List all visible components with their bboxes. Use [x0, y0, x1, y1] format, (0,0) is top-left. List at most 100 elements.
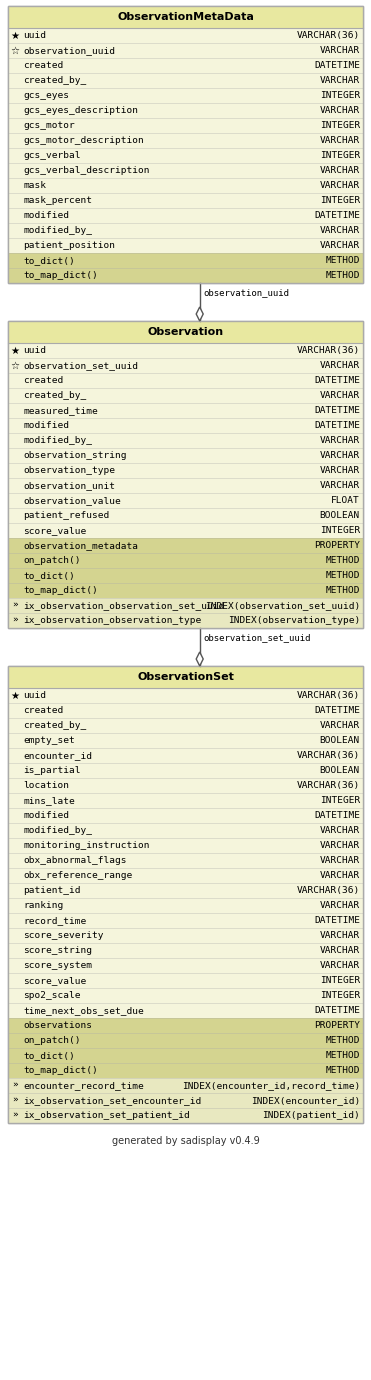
Text: DATETIME: DATETIME [314, 916, 360, 925]
Bar [8, 433, 363, 448]
Text: Observation: Observation [147, 327, 224, 337]
Text: »: » [12, 602, 18, 610]
Bar [8, 58, 363, 73]
Text: obx_reference_range: obx_reference_range [23, 871, 132, 880]
Bar [8, 868, 363, 883]
Text: ranking: ranking [23, 901, 63, 909]
Bar [8, 464, 363, 477]
Text: obx_abnormal_flags: obx_abnormal_flags [23, 856, 127, 865]
Text: INDEX(patient_id): INDEX(patient_id) [262, 1111, 360, 1121]
Text: VARCHAR: VARCHAR [320, 720, 360, 730]
Text: DATETIME: DATETIME [314, 406, 360, 415]
Text: BOOLEAN: BOOLEAN [320, 736, 360, 745]
Bar [8, 582, 363, 598]
Bar [8, 1003, 363, 1018]
Text: DATETIME: DATETIME [314, 811, 360, 820]
Bar [8, 613, 363, 628]
Text: VARCHAR: VARCHAR [320, 436, 360, 444]
Text: VARCHAR: VARCHAR [320, 362, 360, 370]
Bar [8, 667, 363, 1123]
Text: to_dict(): to_dict() [23, 571, 75, 580]
Bar [8, 268, 363, 283]
Text: modified_by_: modified_by_ [23, 436, 92, 444]
Bar [8, 178, 363, 193]
Text: to_map_dict(): to_map_dict() [23, 586, 98, 595]
Text: BOOLEAN: BOOLEAN [320, 766, 360, 776]
Bar [8, 388, 363, 403]
Text: INTEGER: INTEGER [320, 150, 360, 160]
Bar [8, 958, 363, 973]
Text: VARCHAR: VARCHAR [320, 137, 360, 145]
Text: DATETIME: DATETIME [314, 707, 360, 715]
Text: monitoring_instruction: monitoring_instruction [23, 840, 150, 850]
Text: spo2_scale: spo2_scale [23, 991, 81, 1000]
Text: INTEGER: INTEGER [320, 976, 360, 985]
Text: FLOAT: FLOAT [331, 495, 360, 505]
Text: ☆: ☆ [10, 360, 20, 370]
Bar [8, 927, 363, 943]
Text: observation_set_uuid: observation_set_uuid [204, 633, 311, 642]
Text: patient_refused: patient_refused [23, 511, 109, 520]
Text: VARCHAR: VARCHAR [320, 482, 360, 490]
Bar [8, 538, 363, 553]
Text: uuid: uuid [23, 346, 46, 355]
Text: created_by_: created_by_ [23, 720, 86, 730]
Text: VARCHAR: VARCHAR [320, 106, 360, 115]
Bar [8, 689, 363, 702]
Text: DATETIME: DATETIME [314, 1006, 360, 1016]
Text: score_value: score_value [23, 976, 86, 985]
Text: METHOD: METHOD [325, 556, 360, 564]
Bar [8, 523, 363, 538]
Bar [8, 838, 363, 853]
Text: observation_uuid: observation_uuid [23, 46, 115, 55]
Text: created: created [23, 61, 63, 70]
Text: VARCHAR: VARCHAR [320, 466, 360, 475]
Bar [8, 373, 363, 388]
Text: ★: ★ [10, 345, 20, 356]
Bar [8, 508, 363, 523]
Text: time_next_obs_set_due: time_next_obs_set_due [23, 1006, 144, 1016]
Text: modified_by_: modified_by_ [23, 226, 92, 235]
Bar [8, 132, 363, 148]
Text: to_dict(): to_dict() [23, 1052, 75, 1060]
Bar [8, 119, 363, 132]
Text: observation_uuid: observation_uuid [204, 288, 290, 297]
Text: INTEGER: INTEGER [320, 196, 360, 206]
Text: measured_time: measured_time [23, 406, 98, 415]
Bar [8, 322, 363, 344]
Text: mins_late: mins_late [23, 796, 75, 805]
Text: METHOD: METHOD [325, 1036, 360, 1045]
Bar [8, 1047, 363, 1063]
Text: score_value: score_value [23, 526, 86, 535]
Bar [8, 73, 363, 88]
Bar [8, 237, 363, 253]
Text: VARCHAR(36): VARCHAR(36) [297, 346, 360, 355]
Text: VARCHAR: VARCHAR [320, 871, 360, 880]
Text: »: » [12, 615, 18, 625]
Text: on_patch(): on_patch() [23, 556, 81, 564]
Text: observation_set_uuid: observation_set_uuid [23, 362, 138, 370]
Text: VARCHAR: VARCHAR [320, 856, 360, 865]
Text: on_patch(): on_patch() [23, 1036, 81, 1045]
Bar [8, 809, 363, 822]
Text: DATETIME: DATETIME [314, 61, 360, 70]
Text: INDEX(observation_set_uuid): INDEX(observation_set_uuid) [205, 602, 360, 610]
Text: »: » [12, 1096, 18, 1105]
Text: INTEGER: INTEGER [320, 796, 360, 805]
Text: METHOD: METHOD [325, 1065, 360, 1075]
Bar [8, 569, 363, 582]
Text: VARCHAR(36): VARCHAR(36) [297, 751, 360, 760]
Bar [8, 477, 363, 493]
Text: modified: modified [23, 211, 69, 219]
Bar [8, 1034, 363, 1047]
Text: encounter_id: encounter_id [23, 751, 92, 760]
Bar [8, 733, 363, 748]
Text: ★: ★ [10, 690, 20, 701]
Text: created: created [23, 707, 63, 715]
Bar [8, 403, 363, 418]
Text: INDEX(encounter_id,record_time): INDEX(encounter_id,record_time) [182, 1081, 360, 1090]
Text: VARCHAR: VARCHAR [320, 46, 360, 55]
Text: VARCHAR: VARCHAR [320, 827, 360, 835]
Bar [8, 853, 363, 868]
Text: gcs_motor_description: gcs_motor_description [23, 137, 144, 145]
